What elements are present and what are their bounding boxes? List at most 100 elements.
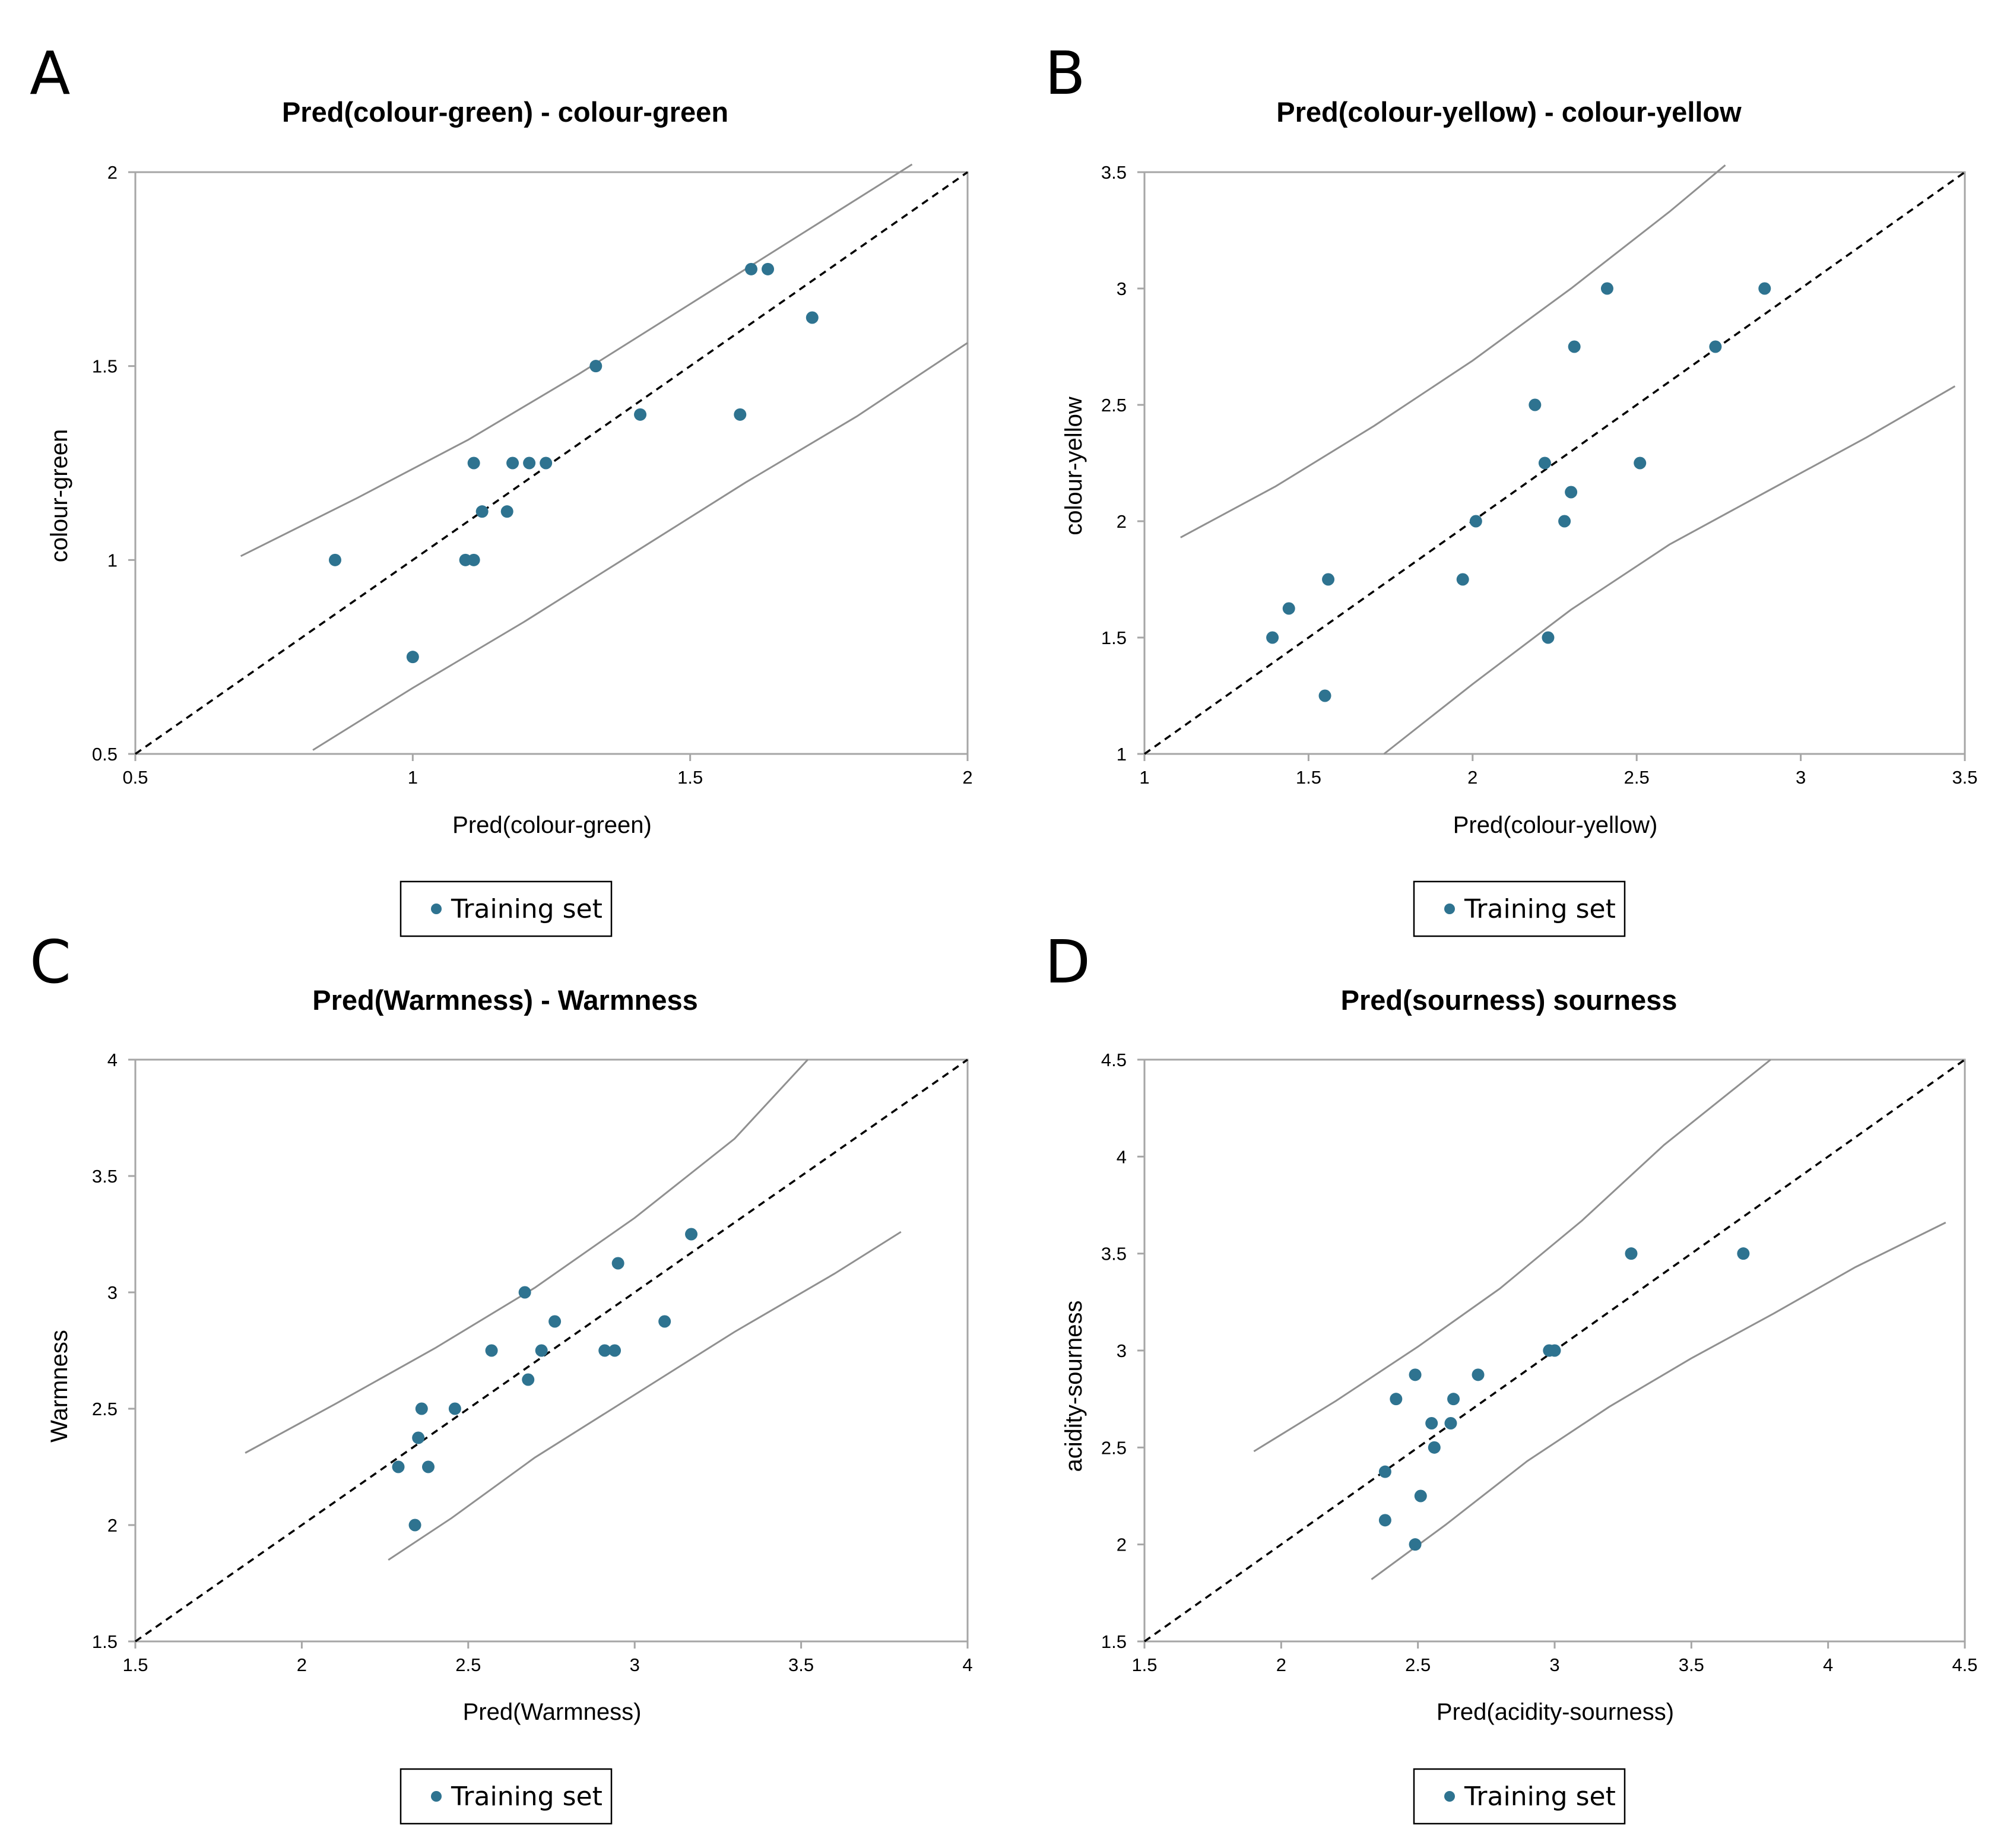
x-axis-label: Pred(colour-yellow) (1453, 812, 1658, 838)
data-points (328, 262, 819, 664)
data-point (1558, 515, 1571, 528)
y-tick-label: 4 (1117, 1146, 1127, 1167)
data-point (1709, 340, 1722, 353)
x-tick-label: 3.5 (1679, 1654, 1704, 1675)
y-tick-label: 2.5 (1101, 395, 1127, 416)
data-point (1600, 282, 1613, 295)
data-point (1266, 631, 1279, 644)
data-point (535, 1344, 548, 1357)
x-tick-labels: 0.5 1 1.5 2 (122, 767, 972, 788)
x-tick-label: 0.5 (122, 767, 148, 788)
data-point (608, 1344, 622, 1357)
data-point (522, 1373, 535, 1386)
panel-a: A Pred(colour-green) - colour-green 0.5 1… (30, 39, 973, 937)
x-tick-label: 1.5 (677, 767, 703, 788)
data-point (1378, 1514, 1391, 1527)
identity-line-layer (1143, 171, 1966, 755)
legend-marker (431, 904, 442, 914)
y-tick-label: 3 (1117, 278, 1127, 299)
legend: Training set (399, 880, 613, 937)
x-tick-label: 1 (408, 767, 418, 788)
plot-frame (1143, 171, 1966, 755)
data-point (658, 1315, 671, 1328)
identity-line-layer (134, 1058, 969, 1643)
data-point (1378, 1465, 1391, 1478)
confidence-lower-line (1371, 1222, 1946, 1580)
x-tick-labels: 1 1.5 2 2.5 3 3.5 (1139, 767, 1977, 788)
x-tick-label: 2 (962, 767, 972, 788)
legend-marker (1444, 904, 1455, 914)
axis-frame (128, 171, 969, 761)
data-point (415, 1402, 428, 1415)
y-tick-label: 1 (107, 550, 118, 570)
x-tick-label: 4 (1823, 1654, 1833, 1675)
data-point (1447, 1393, 1460, 1406)
data-point (611, 1257, 624, 1270)
confidence-upper-line (240, 163, 913, 557)
data-point (734, 408, 747, 421)
y-tick-label: 4.5 (1101, 1050, 1127, 1070)
data-point (540, 457, 553, 470)
y-axis-label: acidity-sourness (1061, 1300, 1087, 1472)
x-tick-label: 2 (1467, 767, 1477, 788)
data-point (1565, 486, 1578, 499)
confidence-upper-line (1180, 164, 1726, 538)
data-point (1758, 282, 1771, 295)
identity-line (1143, 171, 1966, 755)
data-point (406, 651, 419, 664)
x-tick-label: 1 (1139, 767, 1149, 788)
y-tick-label: 1.5 (92, 1631, 118, 1652)
chart-title: Pred(colour-yellow) - colour-yellow (1276, 96, 1742, 128)
data-point (685, 1228, 698, 1241)
y-tick-label: 1.5 (92, 356, 118, 377)
x-tick-label: 3 (630, 1654, 640, 1675)
data-point (328, 553, 341, 566)
legend: Training set (1413, 1768, 1626, 1825)
plot-frame (134, 171, 969, 755)
confidence-lower-line (1383, 385, 1956, 755)
data-point (762, 262, 775, 275)
data-point (1409, 1538, 1422, 1551)
data-point (1456, 573, 1469, 586)
x-tick-label: 2.5 (1624, 767, 1650, 788)
data-point (422, 1460, 435, 1473)
data-point (467, 457, 480, 470)
data-point (1568, 340, 1581, 353)
legend-label: Training set (1464, 1782, 1616, 1812)
confidence-band-layer (240, 163, 968, 751)
data-point (744, 262, 757, 275)
y-axis-label: colour-yellow (1061, 397, 1087, 535)
panel-letter: C (30, 927, 71, 997)
data-point (1538, 457, 1551, 470)
y-tick-label: 2.5 (92, 1399, 118, 1419)
confidence-lower-line (312, 342, 968, 751)
y-tick-label: 3.5 (1101, 1244, 1127, 1264)
data-point (1414, 1489, 1427, 1503)
legend-marker (431, 1791, 442, 1802)
y-tick-label: 3 (107, 1282, 118, 1303)
x-tick-label: 3 (1549, 1654, 1559, 1675)
data-point (1409, 1368, 1422, 1381)
y-tick-label: 3.5 (1101, 162, 1127, 183)
data-point (1472, 1368, 1485, 1381)
legend-label: Training set (451, 894, 603, 924)
confidence-lower-line (388, 1231, 902, 1561)
plot-frame (134, 1058, 969, 1643)
y-axis-label: colour-green (46, 429, 72, 563)
x-tick-label: 1.5 (1131, 1654, 1157, 1675)
x-tick-label: 4 (962, 1654, 972, 1675)
x-tick-label: 2 (1276, 1654, 1286, 1675)
y-tick-labels: 0.5 1 1.5 2 (92, 162, 118, 765)
confidence-band-layer (245, 1058, 902, 1561)
data-point (392, 1460, 405, 1473)
data-point (500, 505, 513, 518)
axis-frame (128, 1058, 969, 1649)
confidence-band-layer (1253, 1058, 1946, 1580)
data-point (1444, 1417, 1457, 1429)
legend-marker (1444, 1791, 1455, 1802)
data-point (806, 311, 819, 324)
data-points (1266, 282, 1771, 702)
chart-title: Pred(colour-green) - colour-green (282, 96, 728, 128)
